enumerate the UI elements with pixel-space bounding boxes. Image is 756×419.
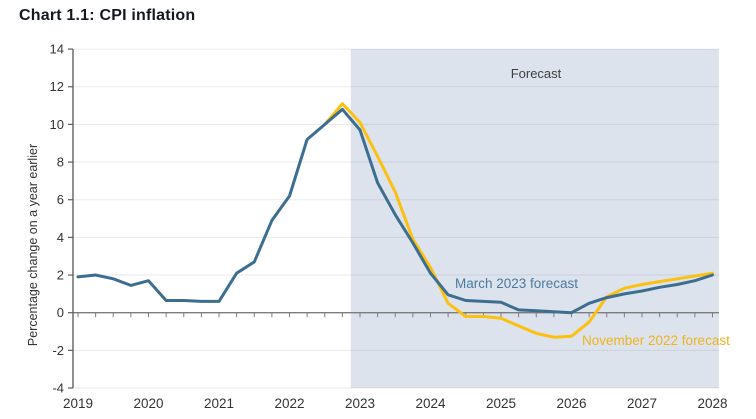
x-tick-label: 2028 (697, 396, 727, 411)
y-tick-label: 14 (50, 42, 64, 57)
x-tick-label: 2019 (63, 396, 93, 411)
x-tick-label: 2023 (345, 396, 375, 411)
x-tick-label: 2025 (486, 396, 516, 411)
y-tick-label: 6 (57, 192, 64, 207)
series-line-november-2022-forecast (323, 102, 714, 339)
forecast-region-label: Forecast (511, 66, 562, 81)
x-tick-label: 2020 (133, 396, 163, 411)
y-tick-label: -4 (52, 381, 64, 396)
y-tick-label: 4 (57, 230, 64, 245)
y-tick-label: 12 (50, 79, 64, 94)
series-label-march-2023-forecast: March 2023 forecast (455, 276, 578, 291)
x-tick-label: 2021 (204, 396, 234, 411)
x-tick-label: 2024 (415, 396, 446, 411)
series-label-november-2022-forecast: November 2022 forecast (582, 333, 730, 348)
x-tick-label: 2026 (556, 396, 586, 411)
x-tick-label: 2027 (627, 396, 657, 411)
x-tick-label: 2022 (274, 396, 304, 411)
y-tick-label: 10 (50, 117, 64, 132)
y-tick-label: -2 (52, 343, 64, 358)
y-axis-title: Percentage change on a year earlier (26, 144, 40, 346)
y-tick-label: 2 (57, 268, 64, 283)
y-tick-label: 8 (57, 155, 64, 170)
chart-title: Chart 1.1: CPI inflation (19, 7, 196, 24)
y-tick-label: 0 (57, 305, 64, 320)
series-line-march-2023-forecast (76, 107, 714, 315)
